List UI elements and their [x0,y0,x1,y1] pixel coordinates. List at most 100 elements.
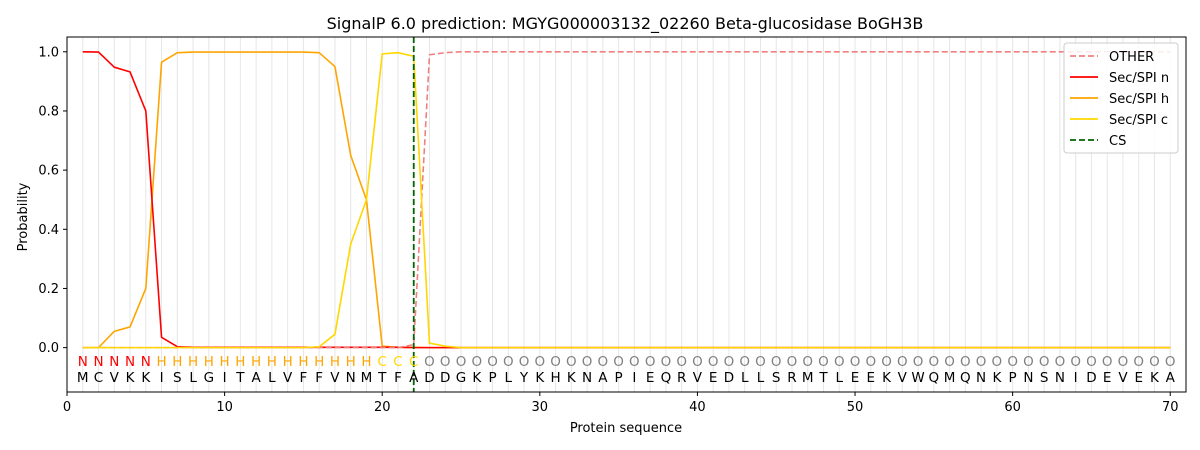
region-label: O [661,354,672,370]
residue-label: N [1055,370,1065,386]
plot-frame [66,36,1187,393]
residue-label: A [252,370,262,386]
residue-label: Q [661,370,672,386]
region-label: O [992,354,1003,370]
residue-label: V [693,370,703,386]
legend-label: Sec/SPI c [1109,113,1168,128]
residue-label: P [488,370,496,386]
y-tick-label: 0.2 [38,282,59,297]
region-label: O [818,354,829,370]
residue-label: K [992,370,1002,386]
residue-label: E [709,370,718,386]
region-label: O [566,354,577,370]
region-label: O [708,354,719,370]
residue-label: G [456,370,466,386]
series-line-sec-spi-n [82,50,1171,349]
residue-label: M [944,370,956,386]
region-label: N [141,354,151,370]
region-label: O [1102,354,1113,370]
region-label: O [913,354,924,370]
region-label: O [834,354,845,370]
y-tick-label: 1.0 [38,45,59,60]
region-label: O [456,354,467,370]
region-label: O [787,354,798,370]
legend: OTHER Sec/SPI n Sec/SPI h Sec/SPI c CS [1063,42,1179,154]
residue-label: A [598,370,608,386]
y-tick-label: 0.0 [38,341,59,356]
vertical-grid [82,37,1171,392]
x-tick-label: 50 [847,400,864,415]
residue-label: S [173,370,182,386]
region-label: H [172,354,182,370]
region-label: N [109,354,119,370]
residue-label: F [394,370,402,386]
residue-label: E [867,370,876,386]
chart-title: SignalP 6.0 prediction: MGYG000003132_02… [327,14,924,34]
region-label: H [251,354,261,370]
residue-label: M [361,370,373,386]
region-label: O [440,354,451,370]
region-label: H [361,354,371,370]
residue-label: D [724,370,734,386]
residue-label: P [1009,370,1017,386]
residue-label: C [94,370,103,386]
region-label: O [1133,354,1144,370]
residue-label: I [160,370,164,386]
region-label: O [929,354,940,370]
region-label: O [724,354,735,370]
residue-label: V [330,370,340,386]
region-label: O [550,354,561,370]
residue-label: F [300,370,308,386]
residue-label: M [77,370,89,386]
region-label: O [534,354,545,370]
region-label: N [125,354,135,370]
residue-label: S [772,370,781,386]
region-label: H [314,354,324,370]
y-tick-label: 0.4 [38,223,59,238]
residue-label: N [1023,370,1033,386]
region-label: H [298,354,308,370]
region-label: O [1055,354,1066,370]
region-label: O [676,354,687,370]
y-tick-label: 0.8 [38,104,59,119]
region-label: O [487,354,498,370]
legend-label: OTHER [1109,50,1154,65]
legend-label: Sec/SPI h [1109,92,1169,107]
residue-label: D [1086,370,1096,386]
region-label: N [93,354,103,370]
residue-label: P [615,370,623,386]
region-label: O [1039,354,1050,370]
region-label: O [755,354,766,370]
region-label: H [267,354,277,370]
region-label: O [1007,354,1018,370]
residue-label: K [535,370,545,386]
residue-label: R [677,370,686,386]
region-label: H [220,354,230,370]
residue-label: K [882,370,892,386]
residue-label: L [189,370,197,386]
x-tick-label: 0 [63,400,71,415]
x-tick-label: 60 [1004,400,1021,415]
y-axis-label: Probability [16,182,31,251]
region-label: H [156,354,166,370]
series-line-sec-spi-h [82,51,1171,349]
region-label: O [629,354,640,370]
region-label: O [1070,354,1081,370]
residue-label: T [377,370,387,386]
residue-label: L [836,370,844,386]
region-label: O [802,354,813,370]
residue-label: L [505,370,513,386]
residue-label: Y [519,370,529,386]
region-label: O [739,354,750,370]
residue-label: D [440,370,450,386]
legend-label: CS [1109,134,1126,149]
x-tick-label: 70 [1162,400,1179,415]
residue-label: L [741,370,749,386]
region-label: C [393,354,402,370]
series-lines [82,37,1171,392]
region-label: O [1149,354,1160,370]
region-label: O [1023,354,1034,370]
legend-label: Sec/SPI n [1109,71,1169,86]
residue-label: M [802,370,814,386]
